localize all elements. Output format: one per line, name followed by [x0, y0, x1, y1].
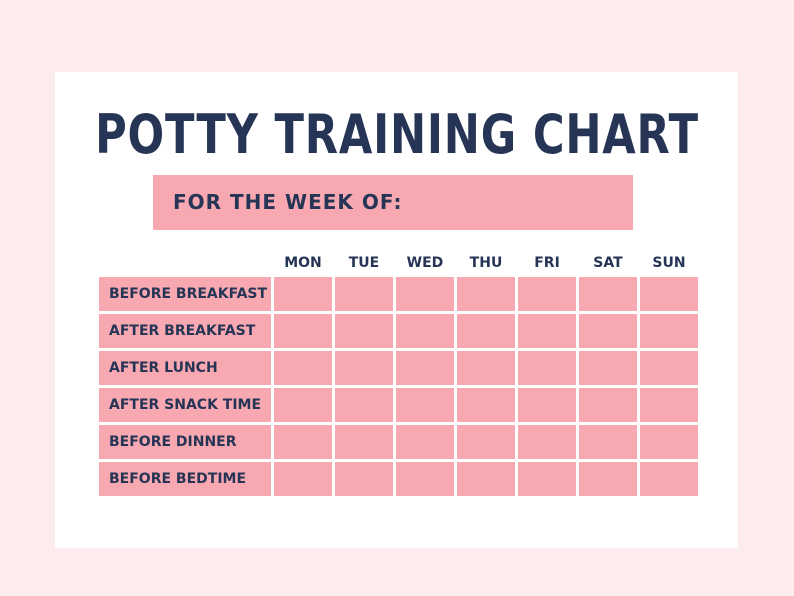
- check-cell[interactable]: [640, 425, 698, 459]
- check-cell[interactable]: [640, 314, 698, 348]
- check-cell[interactable]: [518, 425, 576, 459]
- check-cell[interactable]: [518, 351, 576, 385]
- day-header: MON: [284, 255, 322, 271]
- check-cell[interactable]: [335, 314, 393, 348]
- check-cell[interactable]: [640, 388, 698, 422]
- check-cell[interactable]: [396, 388, 454, 422]
- day-header: WED: [406, 255, 444, 271]
- check-cell[interactable]: [579, 351, 637, 385]
- check-cell[interactable]: [335, 425, 393, 459]
- day-header: SAT: [593, 255, 623, 271]
- check-cell[interactable]: [274, 277, 332, 311]
- day-header: TUE: [348, 255, 380, 271]
- check-cell[interactable]: [457, 314, 515, 348]
- check-cell[interactable]: [457, 425, 515, 459]
- day-header: THU: [469, 255, 503, 271]
- row-label: AFTER SNACK TIME: [99, 388, 271, 422]
- day-header: SUN: [652, 255, 686, 271]
- check-cell[interactable]: [457, 462, 515, 496]
- check-cell[interactable]: [518, 314, 576, 348]
- check-cell[interactable]: [579, 314, 637, 348]
- check-cell[interactable]: [518, 388, 576, 422]
- row-label: BEFORE BREAKFAST: [99, 277, 271, 311]
- row-label: BEFORE BEDTIME: [99, 462, 271, 496]
- check-cell[interactable]: [335, 277, 393, 311]
- check-cell[interactable]: [640, 462, 698, 496]
- check-cell[interactable]: [457, 277, 515, 311]
- row-label: BEFORE DINNER: [99, 425, 271, 459]
- check-cell[interactable]: [579, 425, 637, 459]
- check-cell[interactable]: [335, 462, 393, 496]
- row-label: AFTER LUNCH: [99, 351, 271, 385]
- day-header: FRI: [534, 255, 560, 271]
- week-of-label: FOR THE WEEK OF:: [173, 190, 403, 214]
- check-cell[interactable]: [457, 388, 515, 422]
- check-cell[interactable]: [579, 462, 637, 496]
- check-cell[interactable]: [396, 425, 454, 459]
- week-of-banner: FOR THE WEEK OF:: [153, 175, 633, 230]
- check-cell[interactable]: [274, 314, 332, 348]
- page-title: POTTY TRAINING CHART: [94, 103, 699, 166]
- check-cell[interactable]: [396, 462, 454, 496]
- check-cell[interactable]: [274, 388, 332, 422]
- check-cell[interactable]: [640, 351, 698, 385]
- check-cell[interactable]: [396, 314, 454, 348]
- check-cell[interactable]: [274, 351, 332, 385]
- tracking-grid: MON TUE WED THU FRI SAT SUN BEFORE BREAKFAST AFT…: [99, 252, 698, 496]
- check-cell[interactable]: [396, 277, 454, 311]
- check-cell[interactable]: [335, 351, 393, 385]
- chart-card: POTTY TRAINING CHART FOR THE WEEK OF: MO…: [55, 72, 738, 548]
- grid-corner: [99, 252, 271, 274]
- check-cell[interactable]: [335, 388, 393, 422]
- row-label: AFTER BREAKFAST: [99, 314, 271, 348]
- check-cell[interactable]: [396, 351, 454, 385]
- check-cell[interactable]: [579, 388, 637, 422]
- check-cell[interactable]: [579, 277, 637, 311]
- check-cell[interactable]: [457, 351, 515, 385]
- check-cell[interactable]: [640, 277, 698, 311]
- check-cell[interactable]: [274, 462, 332, 496]
- check-cell[interactable]: [274, 425, 332, 459]
- check-cell[interactable]: [518, 277, 576, 311]
- check-cell[interactable]: [518, 462, 576, 496]
